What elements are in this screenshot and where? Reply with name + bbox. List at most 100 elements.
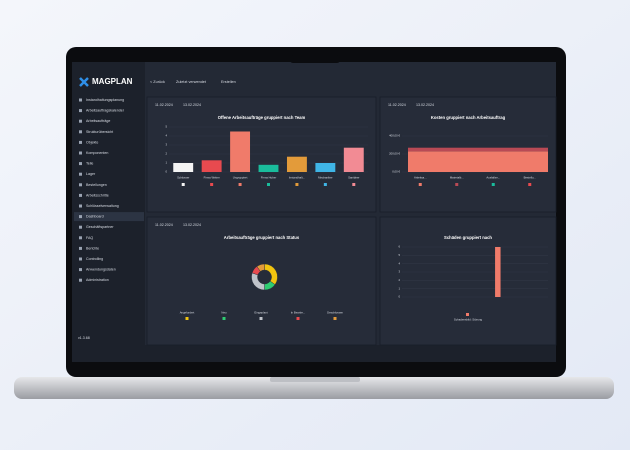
legend-label: Angefordert — [180, 311, 195, 315]
sidebar-item[interactable]: Bestellungen — [86, 183, 107, 187]
legend-swatch — [466, 313, 469, 316]
x-tick-label: Ungruppiert — [233, 176, 248, 180]
x-tick-label: Schlosser — [177, 176, 189, 180]
legend-swatch — [418, 183, 422, 186]
item-icon — [79, 225, 82, 229]
y-tick-label: 1 — [165, 161, 167, 165]
item-icon — [79, 268, 82, 272]
sidebar-item[interactable]: Geschäftspartner — [86, 225, 114, 229]
laptop-base — [14, 377, 614, 399]
y-tick-label: 4 — [165, 134, 167, 138]
item-icon — [79, 236, 82, 240]
panel — [146, 96, 377, 213]
y-tick-label: 6 — [398, 245, 400, 249]
x-tick-label: Firma Weber — [204, 176, 220, 180]
y-tick-label: 3 — [165, 143, 167, 147]
y-tick-label: 200,00 € — [389, 152, 400, 156]
legend-label: Neu — [221, 311, 227, 315]
x-tick-label: Firma Huber — [261, 176, 277, 180]
legend-swatch — [181, 183, 185, 186]
bar — [343, 147, 364, 172]
y-tick-label: 0 — [165, 170, 167, 174]
legend-swatch — [210, 183, 214, 186]
legend-swatch — [267, 183, 270, 186]
item-icon — [79, 246, 82, 250]
y-tick-label: 4 — [398, 261, 400, 265]
version: v1.3.68 — [78, 336, 90, 340]
y-tick-label: 0,00 € — [392, 170, 400, 174]
toolbar-button[interactable]: Zuletzt verwendet — [176, 80, 207, 84]
y-tick-label: 5 — [398, 253, 400, 257]
logo-icon — [79, 77, 89, 87]
item-icon — [79, 162, 82, 166]
bar-segment — [408, 147, 548, 152]
pie-slice — [256, 263, 265, 272]
legend-label: Bestellu... — [524, 176, 537, 180]
date-to: 13.02.2024 — [416, 103, 434, 107]
chart-title: Offene Arbeitsaufträge gruppiert nach Te… — [218, 115, 306, 120]
sidebar-item[interactable]: Objekte — [86, 140, 98, 144]
y-tick-label: 2 — [165, 152, 167, 156]
sidebar-item[interactable]: FAQ — [86, 236, 93, 240]
bar — [173, 163, 194, 172]
sidebar-item[interactable]: Arbeitsauftragskalender — [86, 109, 125, 113]
legend-swatch — [491, 183, 495, 186]
x-tick-label: Mechaniker — [318, 176, 333, 180]
y-tick-label: 5 — [165, 125, 167, 129]
item-icon — [79, 140, 82, 144]
item-icon — [79, 172, 82, 176]
footer-strip — [145, 345, 556, 362]
sidebar-item[interactable]: Berichte — [86, 246, 99, 250]
toolbar-button[interactable]: < Zurück — [150, 80, 165, 84]
legend-swatch — [352, 183, 356, 186]
legend-label: Geschlossen — [327, 311, 344, 315]
sidebar-item[interactable]: Komponenten — [86, 151, 108, 155]
item-icon — [79, 278, 82, 282]
bar-segment — [408, 151, 548, 172]
item-icon — [79, 193, 82, 197]
legend-swatch — [296, 317, 300, 320]
sidebar-item[interactable]: Schlüsselverwaltung — [86, 204, 119, 208]
y-tick-label: 0 — [398, 295, 400, 299]
date-from: 11.02.2024 — [388, 103, 406, 107]
sidebar-item[interactable]: Arbeitsschritte — [86, 193, 109, 197]
legend-swatch — [185, 317, 189, 320]
sidebar-item[interactable]: Controlling — [86, 257, 103, 261]
legend-swatch — [295, 183, 299, 186]
chart-title: Arbeitsaufträge gruppiert nach Status — [224, 235, 300, 240]
toolbar-button[interactable]: Erstellen — [221, 80, 236, 84]
item-icon — [79, 98, 82, 102]
sidebar-item[interactable]: Arbeitsaufträge — [86, 119, 110, 123]
legend-label: Arbeitsa... — [414, 176, 427, 180]
legend-label: Schadensbild: Störung — [454, 318, 483, 322]
sidebar-item[interactable]: Anwendungsdaten — [86, 268, 116, 272]
sidebar-item[interactable]: Dashboard — [86, 215, 104, 219]
sidebar-item[interactable]: Lager — [86, 172, 96, 176]
legend-label: Materialb... — [450, 176, 464, 180]
y-tick-label: 3 — [398, 270, 400, 274]
legend-label: Ausfallze... — [486, 176, 500, 180]
item-icon — [79, 183, 82, 187]
item-icon — [79, 119, 82, 123]
legend-swatch — [259, 317, 263, 320]
brand: MAGPLAN — [92, 77, 133, 86]
bar — [495, 247, 501, 297]
item-icon — [79, 204, 82, 208]
sidebar-item[interactable]: Teile — [86, 162, 93, 166]
legend-label: Eingeplant — [254, 311, 267, 315]
legend-label: In Bearbe... — [291, 311, 306, 315]
sidebar-item[interactable]: Instandhaltungsplanung — [86, 98, 124, 102]
legend-swatch — [238, 183, 242, 186]
sidebar-item[interactable]: Strukturübersicht — [86, 130, 113, 134]
sidebar-item[interactable]: Administration — [86, 278, 109, 282]
item-icon — [79, 215, 82, 219]
legend-swatch — [222, 317, 226, 320]
legend-swatch — [323, 183, 327, 186]
bar — [258, 164, 279, 172]
y-tick-label: 1 — [398, 286, 400, 290]
bar — [230, 131, 251, 172]
item-icon — [79, 130, 82, 134]
date-to: 13.02.2024 — [183, 103, 201, 107]
chart-title: Schäden gruppiert nach — [444, 235, 492, 240]
panel — [379, 216, 557, 346]
